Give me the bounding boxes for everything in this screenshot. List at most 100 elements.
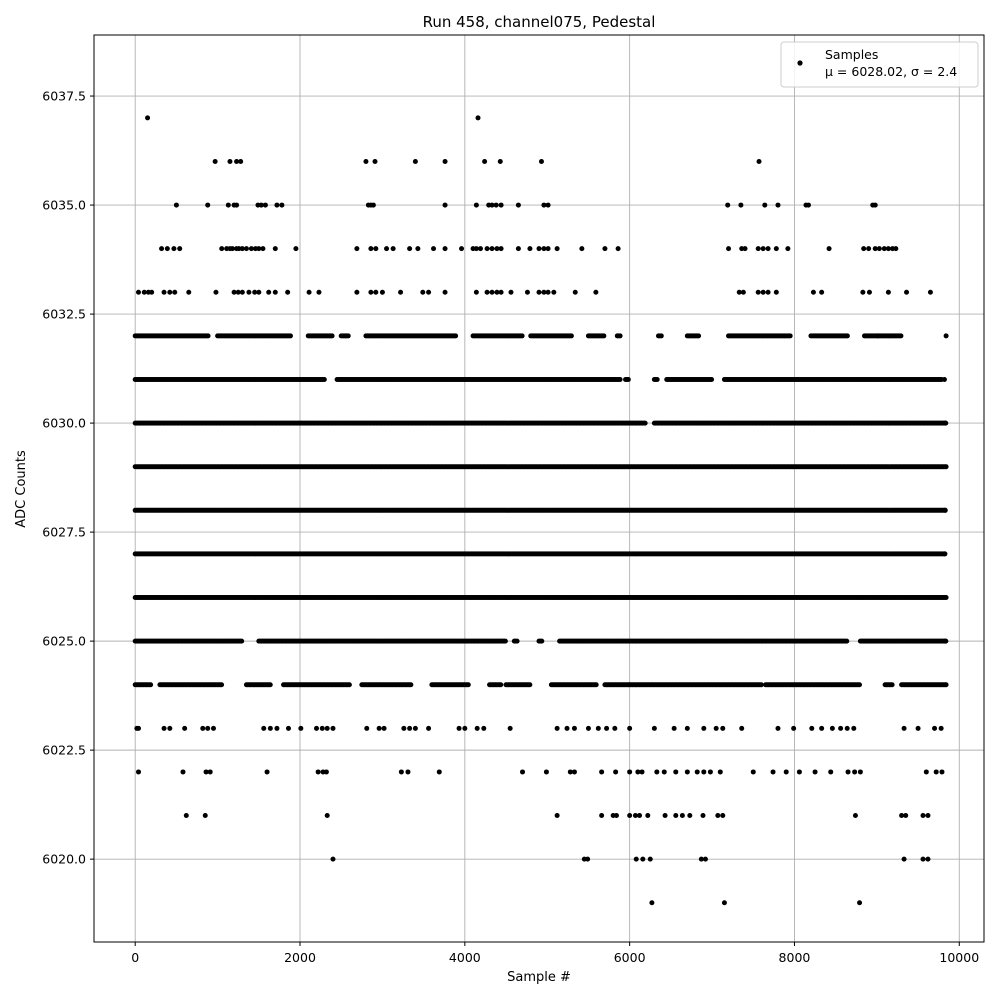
data-point <box>306 289 312 295</box>
data-point <box>889 682 895 688</box>
data-point <box>167 725 173 731</box>
data-point <box>177 246 183 252</box>
data-point <box>477 246 483 252</box>
data-point <box>279 202 285 208</box>
data-point <box>498 202 504 208</box>
data-point <box>442 158 448 164</box>
data-point <box>213 289 219 295</box>
data-point <box>876 246 882 252</box>
data-point <box>426 289 432 295</box>
data-point <box>329 333 335 339</box>
data-point <box>572 289 578 295</box>
data-point <box>239 638 245 644</box>
data-point <box>239 289 245 295</box>
data-point <box>904 289 910 295</box>
data-point <box>172 289 178 295</box>
data-point <box>182 725 188 731</box>
data-point <box>545 202 551 208</box>
data-point <box>545 289 551 295</box>
data-point <box>617 376 623 382</box>
data-point <box>642 420 648 426</box>
data-point <box>515 202 521 208</box>
data-point <box>942 638 948 644</box>
data-point <box>943 333 949 339</box>
data-point <box>225 202 231 208</box>
data-point <box>384 246 390 252</box>
data-point <box>373 289 379 295</box>
data-point <box>262 202 268 208</box>
data-point <box>431 246 437 252</box>
data-point <box>765 289 771 295</box>
data-point <box>943 682 949 688</box>
data-point <box>287 333 293 339</box>
data-point <box>363 158 369 164</box>
data-point <box>615 246 621 252</box>
data-point <box>826 246 832 252</box>
data-point <box>536 246 542 252</box>
data-points <box>132 115 949 906</box>
data-point <box>266 289 272 295</box>
data-point <box>943 595 949 601</box>
data-point <box>368 246 374 252</box>
data-point <box>459 246 465 252</box>
data-point <box>219 682 225 688</box>
data-point <box>568 333 574 339</box>
data-point <box>346 682 352 688</box>
data-point <box>709 376 715 382</box>
data-point <box>345 333 351 339</box>
data-point <box>942 507 948 513</box>
data-point <box>861 246 867 252</box>
data-point <box>844 638 850 644</box>
data-point <box>148 682 154 688</box>
data-point <box>379 289 385 295</box>
data-point <box>145 115 151 121</box>
data-point <box>760 289 766 295</box>
data-point <box>136 289 141 295</box>
data-point <box>256 289 262 295</box>
data-point <box>893 246 899 252</box>
data-point <box>212 158 218 164</box>
data-point <box>453 333 459 339</box>
data-point <box>579 246 585 252</box>
data-point <box>442 289 448 295</box>
data-point <box>726 246 732 252</box>
data-point <box>844 333 850 339</box>
data-point <box>372 158 378 164</box>
data-point <box>493 202 499 208</box>
data-point <box>167 289 173 295</box>
data-point <box>159 246 165 252</box>
data-point <box>186 289 192 295</box>
data-point <box>370 202 376 208</box>
data-point <box>285 289 291 295</box>
data-point <box>161 289 167 295</box>
data-point <box>473 289 479 295</box>
data-point <box>246 289 252 295</box>
data-point <box>475 115 481 121</box>
data-point <box>514 638 520 644</box>
data-point <box>205 725 211 731</box>
data-point <box>321 376 327 382</box>
data-point <box>773 289 779 295</box>
data-point <box>210 725 216 731</box>
data-point <box>742 246 748 252</box>
data-point <box>502 638 508 644</box>
data-point <box>760 246 766 252</box>
data-point <box>412 158 418 164</box>
data-point <box>545 246 551 252</box>
data-point <box>274 202 280 208</box>
data-point <box>602 246 608 252</box>
data-point <box>740 289 746 295</box>
data-point <box>498 289 504 295</box>
data-point <box>885 289 891 295</box>
data-point <box>756 158 762 164</box>
data-point <box>420 289 426 295</box>
data-point <box>554 246 560 252</box>
data-point <box>617 333 623 339</box>
data-point <box>205 333 211 339</box>
plot-area <box>94 35 984 942</box>
data-point <box>524 289 530 295</box>
data-point <box>407 246 413 252</box>
data-point <box>866 246 872 252</box>
data-point <box>551 289 557 295</box>
